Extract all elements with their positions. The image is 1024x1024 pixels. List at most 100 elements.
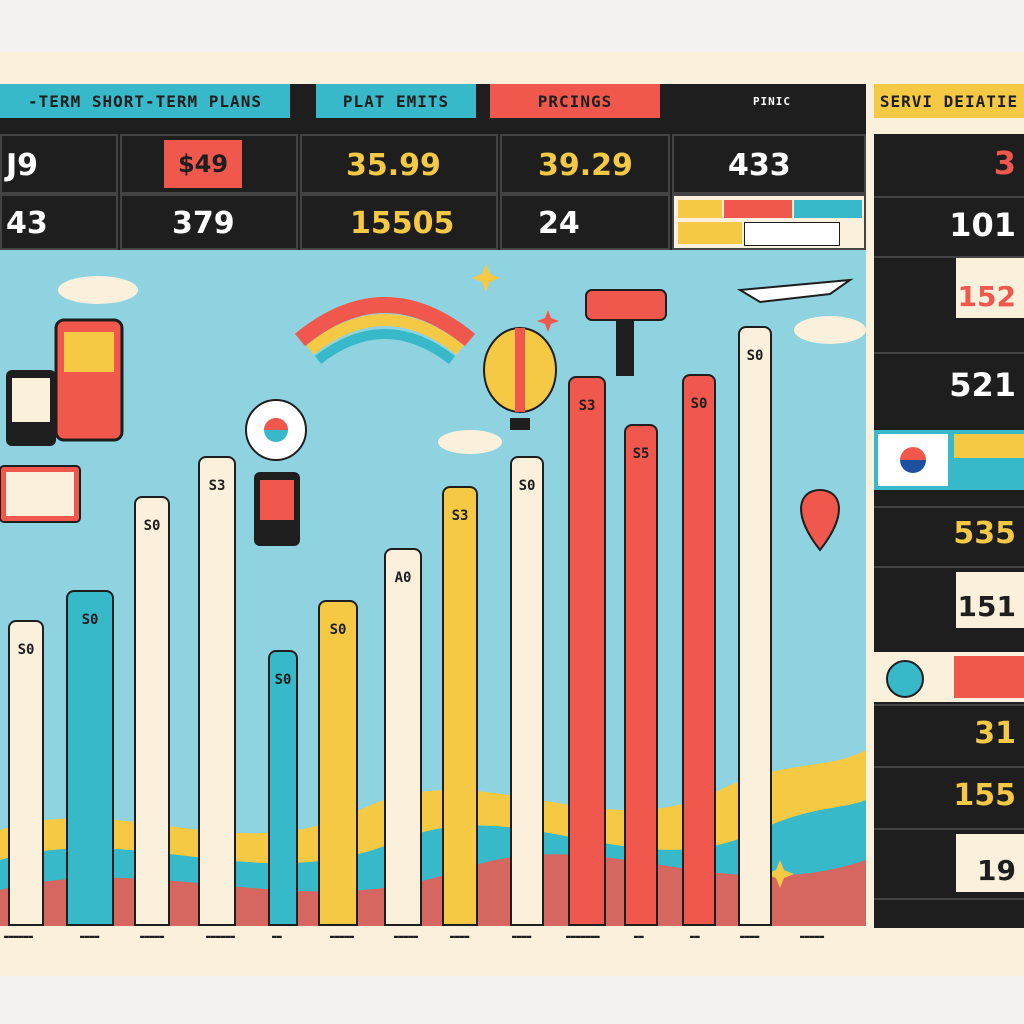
pricing-column: A0 bbox=[384, 548, 422, 926]
tab-pinic[interactable]: PINIC bbox=[752, 94, 792, 108]
pricing-column: S0 bbox=[510, 456, 544, 926]
price-value: 24 bbox=[538, 206, 580, 241]
price-cell: 24 bbox=[500, 194, 670, 250]
side-row: 19 bbox=[874, 828, 1024, 896]
rainbow-arc bbox=[294, 297, 476, 347]
side-value: 151 bbox=[957, 590, 1016, 623]
axis-tick: ▬▬▬▬▬ bbox=[330, 932, 355, 941]
pricing-column: S0 bbox=[682, 374, 716, 926]
side-row: 101 bbox=[874, 196, 1024, 254]
side-value: 521 bbox=[949, 366, 1016, 404]
price-badge: $49 bbox=[164, 140, 242, 188]
side-value: 31 bbox=[974, 716, 1016, 751]
globe-icon bbox=[886, 660, 924, 698]
column-label: S0 bbox=[274, 672, 292, 688]
price-cell: 43 bbox=[0, 194, 118, 250]
price-cell: $49 bbox=[120, 134, 298, 194]
landscape-illustration bbox=[0, 264, 866, 926]
axis-tick: ▬▬ bbox=[272, 932, 282, 941]
side-value: 152 bbox=[957, 280, 1016, 313]
pricing-column: S0 bbox=[738, 326, 772, 926]
price-cell: J9 bbox=[0, 134, 118, 194]
price-value: 43 bbox=[6, 206, 48, 241]
side-highlight bbox=[956, 834, 1024, 892]
location-pin-icon bbox=[800, 488, 840, 552]
axis-tick: ▬▬▬▬ bbox=[450, 932, 470, 941]
axis-tick: ▬▬▬▬▬ bbox=[140, 932, 165, 941]
column-label: S0 bbox=[17, 642, 35, 658]
side-row: 31 bbox=[874, 704, 1024, 764]
pricing-column: S0 bbox=[268, 650, 298, 926]
axis-tick: ▬▬▬▬▬ bbox=[394, 932, 419, 941]
axis-tick: ▬▬ bbox=[634, 932, 644, 941]
price-value: 35.99 bbox=[346, 148, 441, 183]
column-label: S3 bbox=[578, 398, 596, 414]
tab-servi-deiatie[interactable]: SERVI DEIATIE bbox=[874, 84, 1024, 118]
side-value: 101 bbox=[949, 206, 1016, 244]
column-label: S0 bbox=[518, 478, 536, 494]
laptop-screen bbox=[6, 472, 74, 516]
column-label: S3 bbox=[451, 508, 469, 524]
cloud bbox=[438, 430, 502, 454]
side-highlight bbox=[956, 572, 1024, 628]
tower-pole bbox=[616, 320, 634, 376]
balloon-basket bbox=[510, 418, 530, 430]
side-row: 3 bbox=[874, 134, 1024, 192]
pricing-column: S3 bbox=[568, 376, 606, 926]
side-value: 19 bbox=[977, 854, 1016, 887]
column-label: S0 bbox=[143, 518, 161, 534]
price-value: 15505 bbox=[350, 206, 455, 241]
axis-tick: ▬▬▬▬ bbox=[740, 932, 760, 941]
legend-swatch bbox=[724, 200, 792, 218]
side-globe-block bbox=[874, 652, 1024, 702]
tower-top bbox=[585, 289, 667, 321]
tab-prcings[interactable]: PRCINGS bbox=[490, 84, 660, 118]
pricing-column: S5 bbox=[624, 424, 658, 926]
side-flag-block bbox=[874, 430, 1024, 490]
pricing-column: S3 bbox=[198, 456, 236, 926]
legend-cell bbox=[672, 194, 866, 250]
side-swatch bbox=[954, 434, 1024, 458]
phone-screen bbox=[64, 332, 114, 372]
price-cell: 433 bbox=[672, 134, 866, 194]
cloud bbox=[58, 276, 138, 304]
axis-tick: ▬▬▬▬▬ bbox=[800, 932, 825, 941]
rainbow-arc bbox=[314, 329, 456, 364]
axis-tick: ▬▬▬▬▬▬▬ bbox=[566, 932, 600, 941]
rainbow-arc bbox=[306, 314, 464, 355]
column-label: S0 bbox=[746, 348, 764, 364]
korea-flag bbox=[878, 434, 948, 486]
pricing-column: S0 bbox=[134, 496, 170, 926]
tab-short-term-plans[interactable]: -TERM SHORT-TERM PLANS bbox=[0, 84, 290, 118]
price-cell: 15505 bbox=[300, 194, 498, 250]
sparkle-icon bbox=[537, 310, 559, 332]
price-value: 433 bbox=[728, 148, 791, 183]
phone-screen bbox=[12, 378, 50, 422]
column-label: S0 bbox=[81, 612, 99, 628]
pricing-column: S0 bbox=[66, 590, 114, 926]
axis-tick: ▬▬▬▬ bbox=[80, 932, 100, 941]
sparkle-icon bbox=[766, 860, 794, 888]
side-row: 151 bbox=[874, 566, 1024, 632]
column-label: S3 bbox=[208, 478, 226, 494]
legend-swatch bbox=[678, 200, 722, 218]
price-value: 379 bbox=[172, 206, 235, 241]
side-swatch bbox=[954, 656, 1024, 698]
taegeuk-symbol bbox=[900, 447, 926, 473]
side-value: 3 bbox=[993, 144, 1016, 182]
axis-tick: ▬▬▬▬▬▬ bbox=[4, 932, 33, 941]
side-value: 535 bbox=[953, 516, 1016, 551]
taegeuk-symbol bbox=[264, 418, 288, 430]
column-label: S0 bbox=[690, 396, 708, 412]
column-label: A0 bbox=[394, 570, 412, 586]
axis-tick: ▬▬▬▬▬▬ bbox=[206, 932, 235, 941]
column-label: S0 bbox=[329, 622, 347, 638]
tab-plat-emits[interactable]: PLAT EMITS bbox=[316, 84, 476, 118]
side-row bbox=[874, 898, 1024, 928]
axis-tick: ▬▬ bbox=[690, 932, 700, 941]
side-value: 155 bbox=[953, 778, 1016, 813]
tablet-screen bbox=[260, 480, 294, 520]
price-value: 39.29 bbox=[538, 148, 633, 183]
legend-swatch bbox=[794, 200, 862, 218]
price-value: J9 bbox=[6, 148, 39, 183]
